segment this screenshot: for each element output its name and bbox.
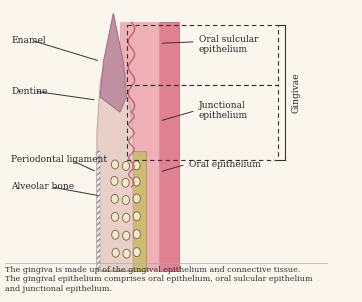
Ellipse shape [111, 212, 119, 221]
Ellipse shape [123, 231, 130, 240]
Ellipse shape [133, 194, 140, 203]
Ellipse shape [111, 176, 118, 185]
Ellipse shape [133, 230, 140, 239]
Polygon shape [97, 13, 133, 271]
Text: Enamel: Enamel [11, 36, 46, 45]
Ellipse shape [111, 194, 118, 203]
Ellipse shape [112, 248, 119, 257]
Polygon shape [120, 22, 160, 271]
Text: Alveolar bone: Alveolar bone [11, 182, 75, 191]
Ellipse shape [122, 196, 130, 204]
Text: Oral sulcular
epithelium: Oral sulcular epithelium [199, 35, 258, 54]
Ellipse shape [123, 213, 130, 222]
Ellipse shape [123, 249, 130, 258]
Text: Periodontal ligament: Periodontal ligament [11, 156, 108, 165]
Ellipse shape [122, 178, 129, 187]
Polygon shape [100, 13, 127, 112]
Text: Junctional
epithelium: Junctional epithelium [199, 101, 248, 120]
Text: The gingiva is made up of the gingival epithelium and connective tissue.
The gin: The gingiva is made up of the gingival e… [5, 266, 312, 293]
Ellipse shape [112, 230, 119, 239]
Ellipse shape [122, 162, 130, 170]
Ellipse shape [133, 177, 140, 186]
Polygon shape [160, 22, 179, 271]
Polygon shape [100, 151, 146, 271]
Ellipse shape [133, 212, 140, 221]
Polygon shape [123, 22, 179, 271]
Ellipse shape [111, 160, 119, 169]
Ellipse shape [133, 161, 140, 170]
Ellipse shape [133, 248, 140, 257]
Text: Gingivae: Gingivae [291, 72, 300, 113]
Text: Dentine: Dentine [11, 87, 48, 96]
Text: Oral epithelium: Oral epithelium [189, 160, 261, 169]
Polygon shape [97, 151, 100, 271]
